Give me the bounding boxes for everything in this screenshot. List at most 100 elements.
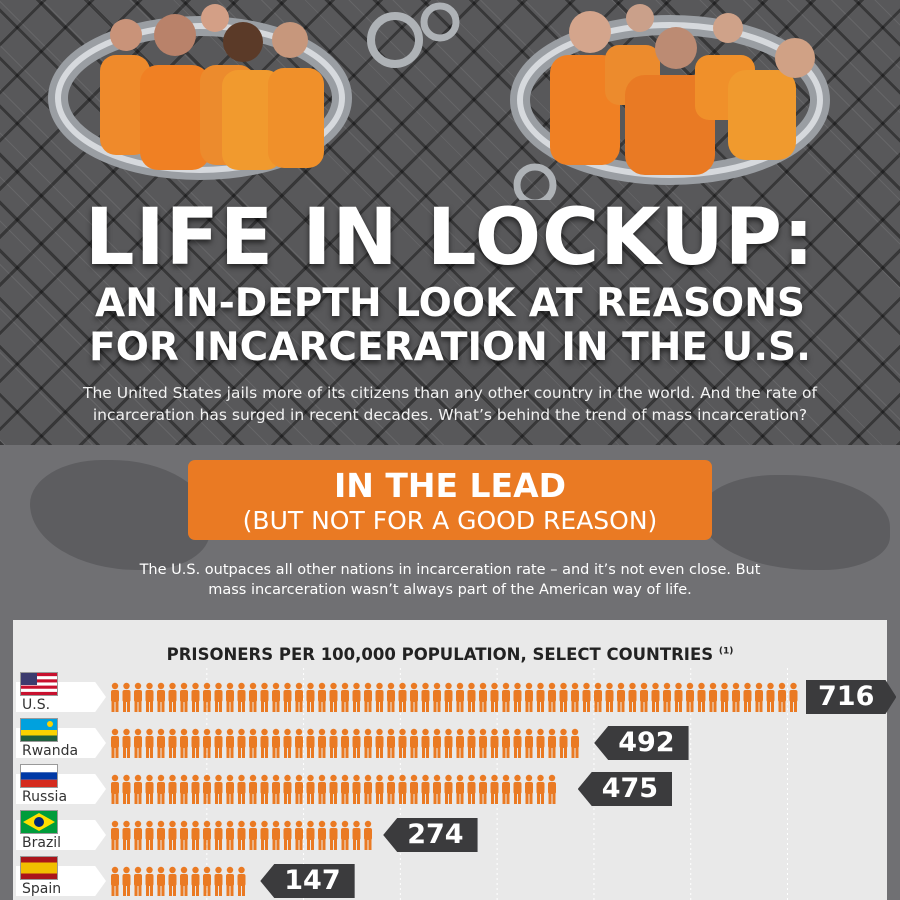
chart-row: Brazil 274 <box>0 810 900 854</box>
prisoner-icon <box>674 682 683 712</box>
prisoner-icon <box>536 682 545 712</box>
rwanda-flag-icon <box>20 718 58 742</box>
prisoner-icon <box>283 820 292 850</box>
prisoner-icon <box>444 774 453 804</box>
prisoner-icon <box>640 682 648 712</box>
prisoner-icon <box>536 774 545 804</box>
prisoner-icon <box>157 728 165 758</box>
prisoner-icon <box>594 682 602 712</box>
prisoner-icon <box>249 774 257 804</box>
value-label: 492 <box>594 726 689 760</box>
prisoner-icon <box>203 682 211 712</box>
prisoner-icon <box>605 682 614 712</box>
banner-title: IN THE LEAD <box>333 466 567 505</box>
prisoner-icon <box>168 682 177 712</box>
prisoner-icon <box>214 866 223 896</box>
prisoner-icon <box>617 682 625 712</box>
prisoner-icon <box>191 774 200 804</box>
prisoner-icon <box>709 682 717 712</box>
prisoner-icon <box>306 820 315 850</box>
prisoner-icon <box>525 774 533 804</box>
chart-row: Spain 147 <box>0 856 900 900</box>
prisoner-icon <box>226 820 234 850</box>
prisoner-icon <box>410 728 418 758</box>
prisoner-icon <box>375 682 384 712</box>
prisoner-icon <box>180 682 188 712</box>
prisoner-icon <box>260 682 269 712</box>
bar <box>111 728 579 758</box>
spain-flag-icon <box>20 856 58 880</box>
prisoner-icon <box>720 682 729 712</box>
prisoner-icon <box>490 728 499 758</box>
prisoner-icon <box>755 682 763 712</box>
prisoner-icon <box>375 774 384 804</box>
prisoner-icon <box>479 774 487 804</box>
prisoner-icon <box>444 682 453 712</box>
prisoner-icon <box>168 728 177 758</box>
prisoner-icon <box>203 866 211 896</box>
prisoner-icon <box>467 774 476 804</box>
country-label: Russia <box>22 789 68 805</box>
prisoner-icon <box>145 774 154 804</box>
section-banner: IN THE LEAD (BUT NOT FOR A GOOD REASON) <box>188 460 712 540</box>
prisoner-icon <box>490 682 499 712</box>
prisoner-icon <box>686 682 694 712</box>
prisoner-icon <box>237 774 246 804</box>
prisoner-icon <box>318 682 326 712</box>
prisoner-icon <box>237 866 246 896</box>
subtitle-line-2: FOR INCARCERATION IN THE U.S. <box>89 325 811 370</box>
prisoner-icon <box>479 728 487 758</box>
prisoner-icon <box>214 682 223 712</box>
prisoner-icon <box>697 682 706 712</box>
chart-row: U.S. 716 <box>0 672 900 716</box>
prisoner-icon <box>329 774 338 804</box>
prisoner-icon <box>272 682 280 712</box>
prisoner-icon <box>295 820 303 850</box>
us-flag-icon <box>20 672 58 696</box>
prisoner-icon <box>134 820 142 850</box>
inmates-left-icon <box>100 4 324 170</box>
prisoner-icon <box>410 682 418 712</box>
prisoner-icon <box>456 774 464 804</box>
prisoner-icon <box>651 682 660 712</box>
prisoner-icon <box>421 774 430 804</box>
prisoner-icon <box>260 728 269 758</box>
bar <box>111 774 556 804</box>
country-label: Spain <box>22 881 62 897</box>
prisoner-icon <box>571 728 579 758</box>
prisoner-icon <box>145 682 154 712</box>
prisoner-icon <box>122 866 131 896</box>
prisoner-icon <box>111 866 119 896</box>
prisoner-icon <box>398 774 407 804</box>
prisoner-icon <box>502 774 510 804</box>
prisoner-icon <box>134 682 142 712</box>
prisoner-icon <box>743 682 752 712</box>
prisoner-icon <box>191 820 200 850</box>
chart-title: PRISONERS PER 100,000 POPULATION, SELECT… <box>0 645 900 664</box>
banner-subtitle: (BUT NOT FOR A GOOD REASON) <box>242 506 658 535</box>
prisoner-icon <box>226 728 234 758</box>
prisoner-icon <box>341 682 349 712</box>
prisoner-icon <box>295 774 303 804</box>
prisoner-icon <box>502 682 510 712</box>
prisoner-icon <box>180 820 188 850</box>
prisoner-icon <box>778 682 786 712</box>
bar <box>111 682 798 712</box>
prisoner-icon <box>283 682 292 712</box>
prisoner-icon <box>306 774 315 804</box>
prisoner-icon <box>329 820 338 850</box>
prisoner-icon <box>318 728 326 758</box>
prisoner-icon <box>329 682 338 712</box>
prisoner-icon <box>249 820 257 850</box>
prisoner-icon <box>111 728 119 758</box>
prisoner-icon <box>260 774 269 804</box>
prisoner-icon <box>134 728 142 758</box>
subtitle-line-1: AN IN-DEPTH LOOK AT REASONS <box>95 281 805 326</box>
prisoner-icon <box>111 774 119 804</box>
prisoner-icon <box>295 728 303 758</box>
prisoner-icon <box>272 774 280 804</box>
prisoner-icon <box>306 682 315 712</box>
prisoner-icon <box>203 774 211 804</box>
prisoner-icon <box>214 774 223 804</box>
prisoner-icon <box>525 728 533 758</box>
